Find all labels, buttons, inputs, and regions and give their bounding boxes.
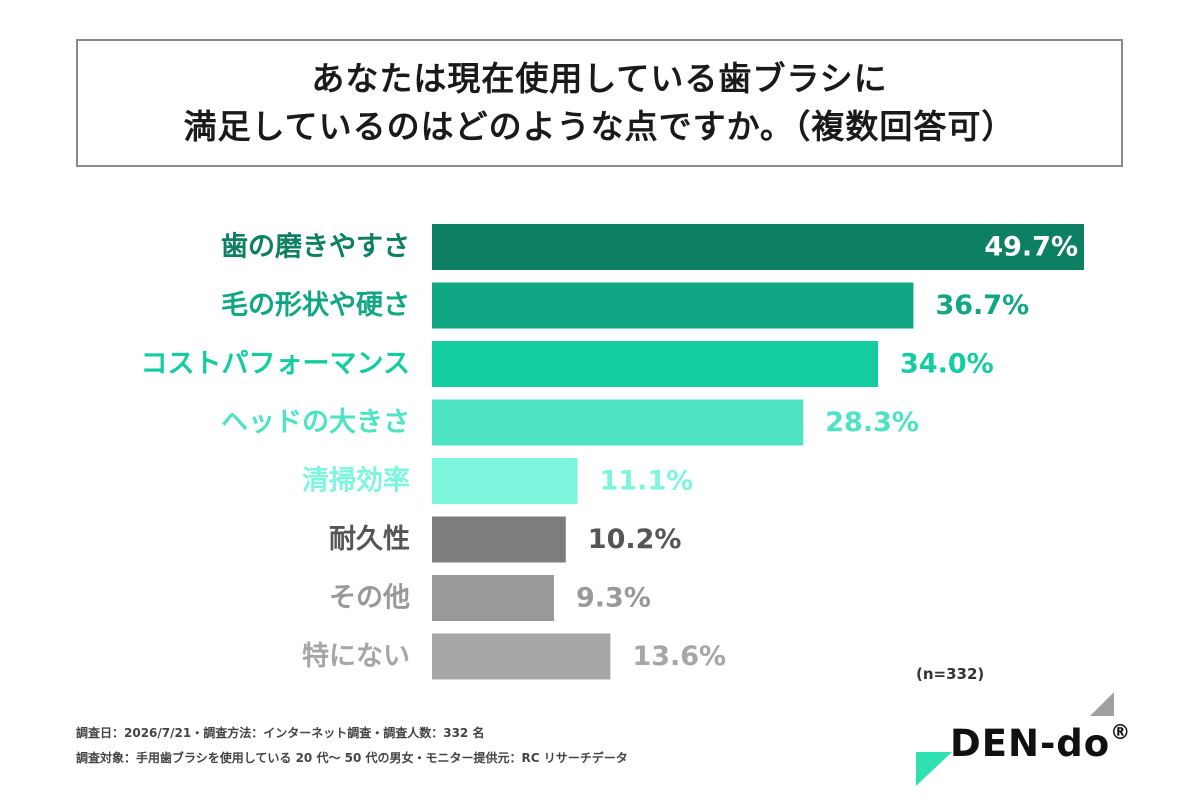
- value-label: 28.3%: [825, 407, 919, 438]
- category-label: コストパフォーマンス: [141, 349, 410, 380]
- category-label: 耐久性: [329, 524, 410, 555]
- bar: [432, 399, 804, 446]
- title-box: あなたは現在使用している歯ブラシに 満足しているのはどのような点ですか。（複数回…: [76, 39, 1123, 167]
- survey-info-line-1: 調査日：2026/7/21・調査方法：インターネット調査・調査人数：332 名: [76, 726, 485, 740]
- bar: [432, 458, 578, 504]
- chart-title-line-1: あなたは現在使用している歯ブラシに: [311, 59, 888, 98]
- logo-decoration: [916, 692, 1114, 786]
- value-label: 49.7%: [984, 232, 1078, 263]
- bar: [432, 341, 879, 387]
- den-do-logo: DEN-do®: [950, 720, 1132, 765]
- value-label: 34.0%: [900, 349, 994, 380]
- sample-size-label: (n=332): [916, 665, 985, 683]
- logo-accent-triangle: [916, 752, 952, 786]
- category-label: 清掃効率: [302, 465, 410, 497]
- logo-corner-triangle: [1090, 692, 1114, 716]
- bar: [432, 282, 914, 329]
- value-label: 13.6%: [632, 641, 726, 672]
- category-label: 歯の磨きやすさ: [221, 232, 410, 263]
- category-label: 特にない: [302, 641, 410, 672]
- value-label: 36.7%: [935, 290, 1029, 321]
- logo-text: DEN-do: [950, 722, 1111, 765]
- category-label: 毛の形状や硬さ: [221, 290, 410, 321]
- survey-info-line-2: 調査対象：手用歯ブラシを使用している 20 代〜 50 代の男女・モニター提供元…: [76, 751, 628, 765]
- category-label: その他: [329, 583, 410, 614]
- value-label: 9.3%: [576, 583, 651, 614]
- bar: [432, 516, 566, 563]
- category-label: ヘッドの大きさ: [221, 407, 410, 438]
- registered-mark: ®: [1110, 720, 1132, 744]
- value-label: 11.1%: [600, 466, 694, 497]
- value-label: 10.2%: [588, 524, 682, 555]
- bar: [432, 224, 1084, 270]
- bar: [432, 575, 555, 621]
- chart-title-line-2: 満足しているのはどのような点ですか。（複数回答可）: [183, 107, 1016, 146]
- bar: [432, 633, 611, 680]
